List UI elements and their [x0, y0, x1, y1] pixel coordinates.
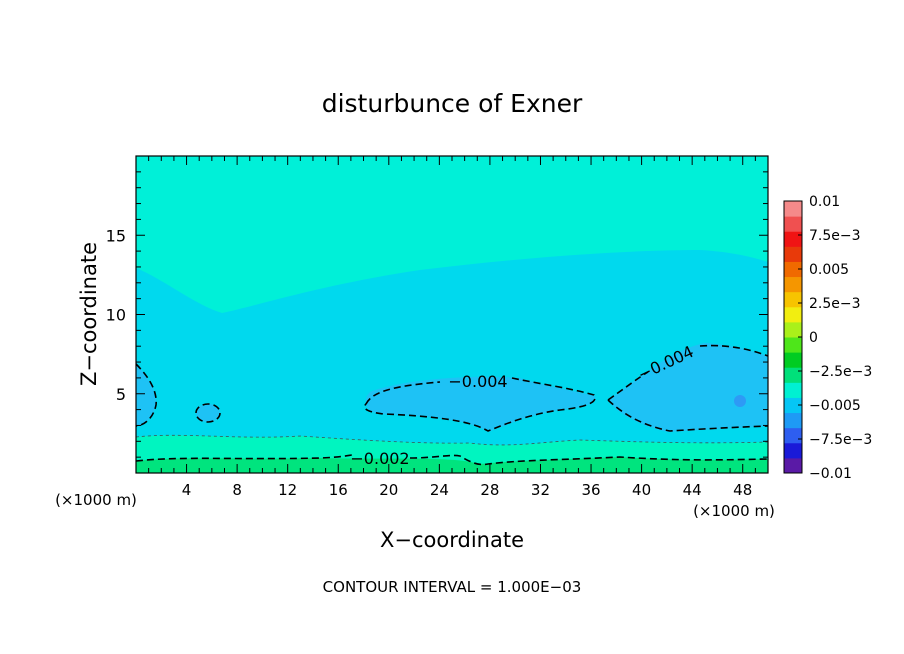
- colorbar-swatch: [784, 321, 802, 338]
- colorbar-swatch: [784, 201, 802, 217]
- colorbar-label: −0.01: [809, 466, 852, 482]
- colorbar-swatch: [784, 231, 802, 247]
- y-tick-label: 15: [106, 226, 126, 245]
- x-tick-label: 28: [480, 481, 499, 499]
- colorbar-swatch: [784, 291, 802, 308]
- colorbar-label: 7.5e−3: [809, 228, 861, 244]
- x-tick-label: 44: [683, 481, 702, 499]
- x-tick-label: 24: [430, 481, 449, 499]
- colorbar-label: −0.005: [809, 398, 861, 414]
- chart-title: disturbunce of Exner: [322, 89, 583, 118]
- colorbar: 0.01 7.5e−3 0.005 2.5e−3 0 −2.5e−3 −0.005 −7.5e…: [783, 194, 872, 482]
- contour-lines-thin: [135, 434, 769, 446]
- x-axis-ticks: 4 8 12 16 20 24 28 32 36 40 44 48: [148, 156, 756, 499]
- colorbar-swatch: [784, 306, 802, 323]
- contour-label: −0.004: [448, 372, 507, 391]
- colorbar-label: 0: [809, 330, 818, 346]
- contour-lines: [135, 344, 769, 466]
- colorbar-swatch: [784, 276, 802, 293]
- colorbar-swatch: [784, 427, 802, 444]
- x-axis-label: X−coordinate: [380, 528, 524, 552]
- y-axis-ticks: 5 10 15: [106, 171, 768, 458]
- x-tick-label: 20: [379, 481, 398, 499]
- x-tick-label: 16: [329, 481, 348, 499]
- contour-interval-footer: CONTOUR INTERVAL = 1.000E−03: [323, 578, 582, 596]
- colorbar-label: 0.005: [809, 262, 849, 278]
- colorbar-swatch: [784, 246, 802, 262]
- colorbar-swatch: [784, 397, 802, 414]
- x-unit-left: (×1000 m): [55, 491, 137, 509]
- x-tick-label: 12: [278, 481, 297, 499]
- x-unit-right: (×1000 m): [693, 502, 775, 520]
- x-tick-label: 4: [182, 481, 192, 499]
- x-tick-label: 8: [232, 481, 242, 499]
- colorbar-swatch: [784, 337, 802, 353]
- y-tick-label: 10: [106, 306, 126, 325]
- colorbar-swatch: [784, 367, 802, 383]
- colorbar-swatch: [784, 216, 802, 232]
- colorbar-label: 2.5e−3: [809, 296, 861, 312]
- colorbar-swatch: [784, 261, 802, 278]
- y-tick-label: 5: [116, 385, 126, 404]
- colorbar-swatch: [784, 352, 802, 368]
- x-tick-label: 40: [632, 481, 651, 499]
- colorbar-swatch: [784, 412, 802, 429]
- contour-fill: [136, 156, 768, 473]
- colorbar-label: −2.5e−3: [809, 364, 872, 380]
- contour-label: −0.002: [350, 449, 409, 468]
- x-tick-label: 36: [581, 481, 600, 499]
- colorbar-swatch: [784, 382, 802, 398]
- colorbar-label: 0.01: [809, 194, 840, 210]
- colorbar-swatch: [784, 457, 802, 474]
- x-tick-label: 48: [733, 481, 752, 499]
- y-axis-label: Z−coordinate: [77, 242, 101, 386]
- x-tick-label: 32: [531, 481, 550, 499]
- colorbar-label: −7.5e−3: [809, 432, 872, 448]
- colorbar-swatch: [784, 442, 802, 459]
